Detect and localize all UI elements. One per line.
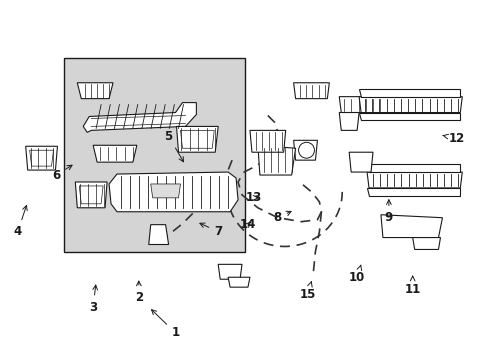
Polygon shape [75,182,107,208]
Text: 14: 14 [239,218,256,231]
Polygon shape [93,145,137,162]
Text: 11: 11 [404,276,420,296]
Polygon shape [366,172,461,188]
Polygon shape [366,164,459,172]
Polygon shape [26,146,57,170]
Polygon shape [348,152,372,172]
Text: 5: 5 [164,130,183,162]
Polygon shape [150,184,180,198]
Polygon shape [358,89,459,96]
Text: 10: 10 [348,265,365,284]
Polygon shape [339,96,382,113]
Text: 6: 6 [52,165,72,181]
Text: 1: 1 [151,310,179,339]
Polygon shape [249,130,285,152]
Polygon shape [228,277,249,287]
Text: 9: 9 [384,200,392,224]
Text: 8: 8 [273,211,290,224]
Bar [64,58,244,252]
Polygon shape [218,264,242,279]
Text: 15: 15 [299,282,315,301]
Polygon shape [412,238,440,249]
Polygon shape [257,145,295,175]
Text: 2: 2 [135,281,142,303]
Polygon shape [293,83,328,99]
Polygon shape [176,126,218,152]
Polygon shape [358,96,461,113]
Polygon shape [366,188,459,196]
Text: 7: 7 [200,223,222,238]
Polygon shape [148,225,168,244]
Polygon shape [293,140,317,160]
Text: 12: 12 [442,132,464,145]
Polygon shape [77,83,113,99]
Text: 3: 3 [89,285,97,314]
Text: 4: 4 [14,206,27,238]
Polygon shape [339,113,358,130]
Polygon shape [109,172,238,212]
Ellipse shape [298,142,314,158]
Polygon shape [358,113,459,121]
Polygon shape [83,103,196,132]
Text: 13: 13 [245,192,262,204]
Polygon shape [380,215,442,238]
